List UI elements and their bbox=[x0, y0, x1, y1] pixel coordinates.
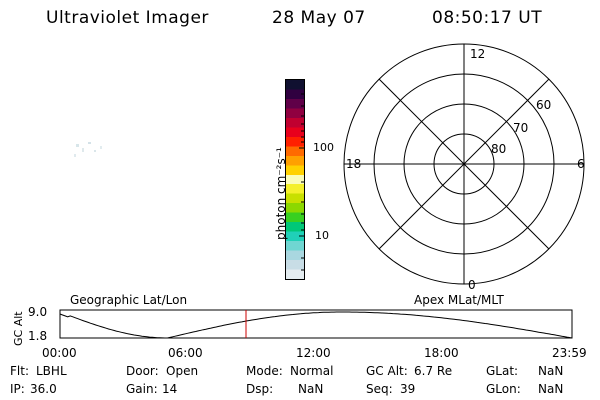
status-glat-value: NaN bbox=[538, 364, 564, 378]
status-glon-value: NaN bbox=[538, 382, 564, 396]
colorbar-tick-100: 100 bbox=[313, 141, 334, 154]
status-mode-key: Mode: bbox=[246, 364, 283, 378]
status-flt-value: LBHL bbox=[36, 364, 67, 378]
colorbar-tick-10: 10 bbox=[315, 229, 329, 242]
status-door-value: Open bbox=[166, 364, 199, 378]
polar-diagonal-2 bbox=[378, 78, 550, 250]
status-glon-key: GLon: bbox=[486, 382, 521, 396]
status-gcalt-key: GC Alt: bbox=[366, 364, 408, 378]
x-tick-2359: 23:59 bbox=[552, 346, 587, 360]
mlt-label-top: 12 bbox=[470, 47, 486, 61]
instrument-title: Ultraviolet Imager bbox=[46, 8, 209, 28]
mlt-label-bottom: 0 bbox=[468, 278, 476, 292]
y-max-label: 9.0 bbox=[28, 305, 48, 319]
status-seq-key: Seq: bbox=[366, 382, 393, 396]
x-tick-1200: 12:00 bbox=[296, 346, 331, 360]
status-mode-value: Normal bbox=[290, 364, 334, 378]
color-scale-bar bbox=[285, 79, 305, 280]
timeline-frame bbox=[59, 309, 573, 339]
mlt-label-left: 18 bbox=[346, 157, 362, 171]
altitude-curve bbox=[59, 311, 573, 339]
apex-label: Apex MLat/MLT bbox=[414, 293, 504, 307]
status-dsp-key: Dsp: bbox=[246, 382, 274, 396]
x-tick-0000: 00:00 bbox=[42, 346, 77, 360]
x-tick-1800: 18:00 bbox=[424, 346, 459, 360]
status-gain-key: Gain: bbox=[126, 382, 158, 396]
geographic-label: Geographic Lat/Lon bbox=[70, 293, 188, 307]
status-door-key: Door: bbox=[126, 364, 159, 378]
time-label: 08:50:17 UT bbox=[432, 8, 543, 28]
status-gcalt-value: 6.7 Re bbox=[414, 364, 453, 378]
status-ip-key: IP: bbox=[10, 382, 25, 396]
status-flt-key: Flt: bbox=[10, 364, 29, 378]
lat-label-80: 80 bbox=[491, 142, 507, 156]
status-dsp-value: NaN bbox=[298, 382, 324, 396]
status-gain-value: 14 bbox=[162, 382, 178, 396]
status-ip-value: 36.0 bbox=[30, 382, 57, 396]
status-seq-value: 39 bbox=[400, 382, 416, 396]
image-specks bbox=[70, 140, 110, 165]
date-label: 28 May 07 bbox=[272, 8, 366, 28]
lat-label-70: 70 bbox=[513, 121, 529, 135]
x-tick-0600: 06:00 bbox=[168, 346, 203, 360]
mlt-label-right: 6 bbox=[577, 157, 585, 171]
status-glat-key: GLat: bbox=[486, 364, 519, 378]
y-min-label: 1.8 bbox=[28, 329, 48, 343]
lat-label-60: 60 bbox=[536, 98, 552, 112]
